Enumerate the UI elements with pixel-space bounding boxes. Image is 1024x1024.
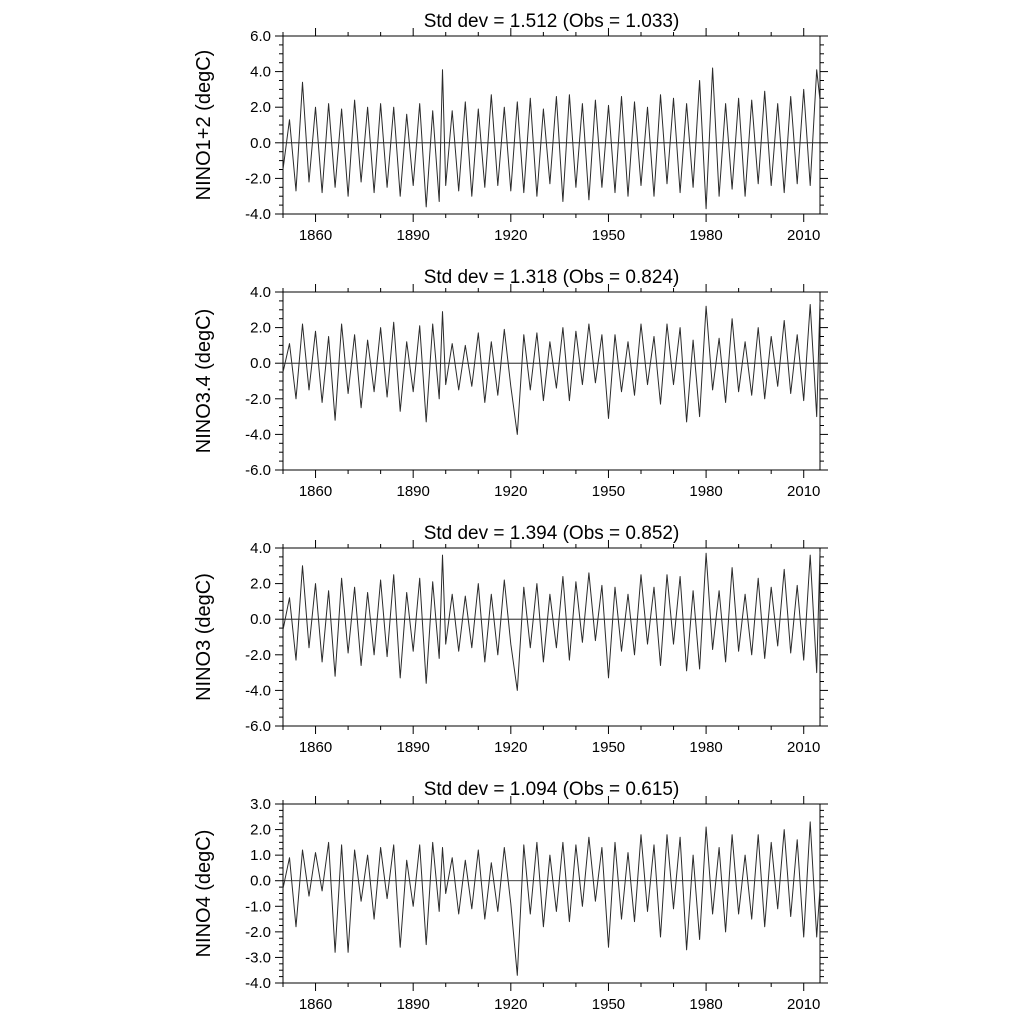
y-tick-label: 0.0	[250, 355, 271, 372]
y-tick-label: -6.0	[245, 718, 271, 735]
y-axis-label: NINO1+2 (degC)	[193, 50, 215, 201]
x-tick-label: 1890	[396, 739, 429, 756]
x-tick-label: 1920	[494, 483, 527, 500]
x-tick-label: 1890	[396, 227, 429, 244]
y-tick-label: -2.0	[245, 170, 271, 187]
y-tick-label: -4.0	[245, 682, 271, 699]
x-tick-label: 1950	[592, 996, 625, 1013]
x-tick-label: 1950	[592, 483, 625, 500]
chart-panel-2: Std dev = 1.318 (Obs = 0.824) NINO3.4 (de…	[193, 267, 828, 500]
y-tick-label: 4.0	[250, 64, 271, 81]
y-tick-label: 0.0	[250, 611, 271, 628]
series-line	[282, 300, 821, 435]
x-tick-label: 1860	[299, 739, 332, 756]
y-tick-label: -2.0	[245, 647, 271, 664]
x-tick-label: 1890	[396, 483, 429, 500]
y-tick-label: -6.0	[245, 462, 271, 479]
chart-title: Std dev = 1.318 (Obs = 0.824)	[424, 267, 680, 288]
y-axis-label: NINO4 (degC)	[193, 830, 215, 958]
x-tick-label: 1860	[299, 227, 332, 244]
y-tick-label: -1.0	[245, 898, 271, 915]
x-tick-label: 1950	[592, 227, 625, 244]
x-tick-label: 1860	[299, 483, 332, 500]
x-tick-label: 1980	[689, 227, 722, 244]
y-tick-label: -4.0	[245, 206, 271, 223]
chart-title: Std dev = 1.094 (Obs = 0.615)	[424, 779, 680, 800]
y-tick-label: 0.0	[250, 135, 271, 152]
x-tick-label: 1950	[592, 739, 625, 756]
x-tick-label: 1920	[494, 996, 527, 1013]
y-tick-label: 1.0	[250, 847, 271, 864]
x-tick-label: 1860	[299, 996, 332, 1013]
y-axis-label: NINO3 (degC)	[193, 573, 215, 701]
y-tick-label: 2.0	[250, 822, 271, 839]
chart-panel-1: Std dev = 1.512 (Obs = 1.033) NINO1+2 (de…	[193, 11, 828, 244]
y-tick-label: -4.0	[245, 426, 271, 443]
x-tick-label: 2010	[787, 483, 820, 500]
y-tick-label: 4.0	[250, 284, 271, 301]
chart-panels: Std dev = 1.512 (Obs = 1.033) NINO1+2 (de…	[193, 11, 828, 1013]
y-tick-label: 3.0	[250, 796, 271, 813]
series-line	[282, 67, 821, 210]
y-tick-label: 0.0	[250, 873, 271, 890]
x-tick-label: 1980	[689, 483, 722, 500]
y-tick-label: 2.0	[250, 576, 271, 593]
series-line	[282, 551, 821, 691]
y-tick-label: -4.0	[245, 975, 271, 992]
x-tick-label: 1920	[494, 227, 527, 244]
chart-panel-3: Std dev = 1.394 (Obs = 0.852) NINO3 (degC…	[193, 523, 828, 756]
x-tick-label: 1890	[396, 996, 429, 1013]
x-tick-label: 2010	[787, 227, 820, 244]
chart-title: Std dev = 1.394 (Obs = 0.852)	[424, 523, 680, 544]
chart-panel-4: Std dev = 1.094 (Obs = 0.615) NINO4 (degC…	[193, 779, 828, 1013]
y-tick-label: -2.0	[245, 924, 271, 941]
y-tick-label: 6.0	[250, 28, 271, 45]
y-tick-label: 2.0	[250, 320, 271, 337]
x-tick-label: 1980	[689, 996, 722, 1013]
series-line	[282, 821, 821, 976]
x-tick-label: 1920	[494, 739, 527, 756]
y-tick-label: 4.0	[250, 540, 271, 557]
y-tick-label: -2.0	[245, 391, 271, 408]
x-tick-label: 2010	[787, 739, 820, 756]
y-tick-label: 2.0	[250, 99, 271, 116]
x-tick-label: 1980	[689, 739, 722, 756]
y-axis-label: NINO3.4 (degC)	[193, 309, 215, 454]
y-tick-label: -3.0	[245, 949, 271, 966]
chart-title: Std dev = 1.512 (Obs = 1.033)	[424, 11, 680, 32]
x-tick-label: 2010	[787, 996, 820, 1013]
